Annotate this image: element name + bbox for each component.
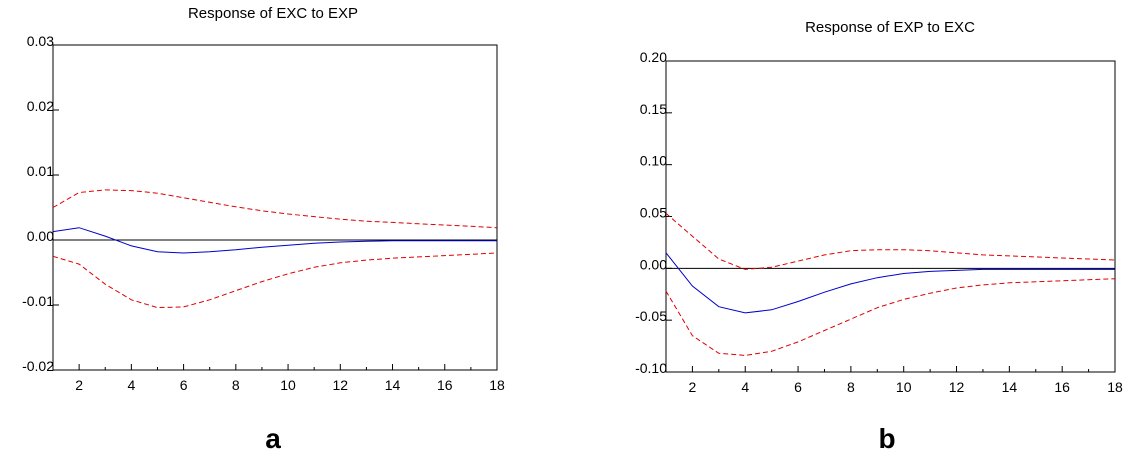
panel-label-a: a	[265, 423, 281, 454]
chart-title: Response of EXC to EXP	[188, 5, 358, 22]
x-tick-label: 16	[437, 377, 453, 393]
x-tick-label: 6	[180, 377, 188, 393]
x-tick-label: 6	[794, 379, 802, 395]
x-tick-label: 16	[1054, 379, 1070, 395]
response-line	[665, 252, 1115, 314]
confidence-band-line-2	[52, 252, 498, 309]
plot-frame	[52, 44, 498, 371]
x-tick-label: 8	[232, 377, 240, 393]
y-tick-label: -0.10	[635, 360, 667, 376]
x-tick-label: 12	[949, 379, 965, 395]
chart-exc-to-exp: Response of EXC to EXP -0.02 -0.01 0.00 0.01…	[22, 5, 505, 393]
y-tick-label: 0.03	[27, 33, 54, 49]
response-line	[52, 227, 497, 254]
y-tick-label: -0.05	[635, 308, 667, 324]
y-tick-label: 0.01	[27, 163, 54, 179]
panel-label-b: b	[878, 423, 895, 454]
x-tick-label: 2	[75, 377, 83, 393]
y-tick-label: 0.00	[640, 256, 667, 272]
plot-frame	[665, 60, 1116, 373]
confidence-band-line-1	[665, 213, 1116, 270]
x-tick-label: 10	[896, 379, 912, 395]
y-tick-label: 0.05	[640, 205, 667, 221]
y-tick-label: 0.00	[27, 228, 54, 244]
x-tick-label: 14	[385, 377, 401, 393]
x-tick-label: 10	[280, 377, 296, 393]
x-tick-label: 14	[1002, 379, 1018, 395]
y-tick-label: 0.20	[640, 49, 667, 65]
y-tick-label: -0.02	[22, 358, 54, 374]
y-tick-label: -0.01	[22, 293, 54, 309]
confidence-band-line-2	[665, 278, 1116, 356]
chart-title: Response of EXP to EXC	[805, 19, 975, 36]
x-tick-label: 12	[333, 377, 349, 393]
chart-exp-to-exc: Response of EXP to EXC -0.10 -0.05 0.00 0.05…	[635, 19, 1123, 395]
y-tick-label: 0.02	[27, 98, 54, 114]
x-tick-label: 18	[1107, 379, 1123, 395]
x-tick-label: 18	[489, 377, 505, 393]
confidence-band-line-1	[52, 189, 498, 229]
x-tick-label: 8	[847, 379, 855, 395]
y-tick-label: 0.10	[640, 153, 667, 169]
x-tick-label: 2	[689, 379, 697, 395]
y-tick-label: 0.15	[640, 101, 667, 117]
x-tick-label: 4	[741, 379, 749, 395]
x-tick-label: 4	[127, 377, 135, 393]
